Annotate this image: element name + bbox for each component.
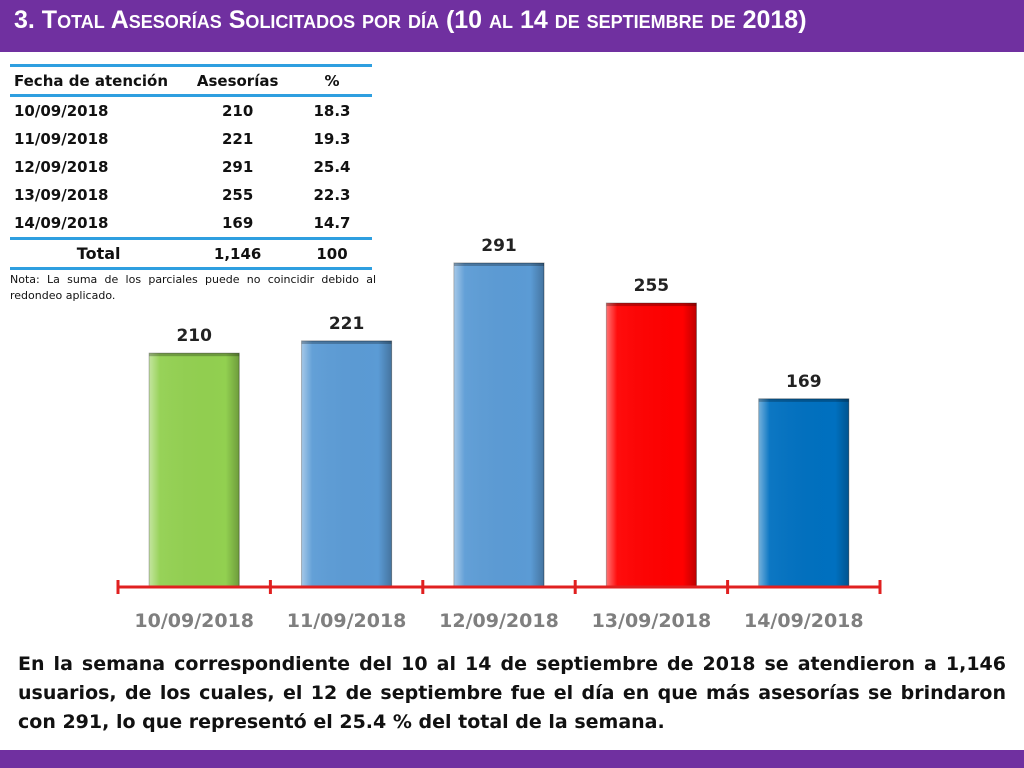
x-tick-label: 13/09/2018: [592, 610, 712, 632]
cell-count: 210: [221, 102, 254, 120]
cell-date: 10/09/2018: [14, 102, 109, 120]
table-row: 10/09/2018 210 18.3: [10, 96, 372, 126]
table-row: 12/09/2018 291 25.4: [10, 153, 372, 181]
bar-shine: [606, 303, 697, 587]
table-row: 11/09/2018 221 19.3: [10, 125, 372, 153]
bar-shine: [758, 398, 849, 587]
data-table: Fecha de atención Asesorías % 10/09/2018…: [10, 64, 372, 270]
table-row: 14/09/2018 169 14.7: [10, 209, 372, 239]
bar-shine: [149, 353, 240, 587]
cell-count: 169: [221, 214, 254, 232]
table-header-row: Fecha de atención Asesorías %: [10, 64, 372, 97]
bottom-bar: [0, 750, 1024, 768]
header-asesorias: Asesorías: [183, 64, 292, 97]
total-percent: 100: [292, 237, 372, 270]
x-tick-label: 11/09/2018: [287, 610, 407, 632]
table-row: 13/09/2018 255 22.3: [10, 181, 372, 209]
bar-top-edge: [758, 398, 849, 402]
x-tick-label: 14/09/2018: [744, 610, 864, 632]
cell-percent: 25.4: [313, 158, 351, 176]
header-percent: %: [292, 64, 372, 97]
summary-paragraph: En la semana correspondiente del 10 al 1…: [18, 653, 1006, 733]
table-total-row: Total 1,146 100: [10, 237, 372, 270]
slide-title: 3. Total Asesorías Solicitados por día (…: [14, 6, 807, 34]
data-label: 169: [786, 372, 822, 392]
bar-top-edge: [301, 340, 392, 344]
table-note: Nota: La suma de los parciales puede no …: [10, 273, 376, 302]
bar-shine: [301, 340, 392, 587]
x-tick-label: 10/09/2018: [134, 610, 254, 632]
cell-percent: 19.3: [313, 130, 351, 148]
data-label: 291: [481, 236, 517, 256]
data-label: 255: [634, 276, 670, 296]
header-fecha: Fecha de atención: [10, 64, 184, 97]
bar-shine: [454, 263, 544, 587]
cell-count: 255: [221, 186, 254, 204]
x-tick-label: 12/09/2018: [439, 610, 559, 632]
cell-percent: 14.7: [313, 214, 351, 232]
cell-percent: 22.3: [313, 186, 351, 204]
total-label: Total: [10, 237, 184, 270]
cell-percent: 18.3: [313, 102, 351, 120]
cell-date: 11/09/2018: [14, 130, 109, 148]
bar-top-edge: [606, 303, 697, 307]
bar-top-edge: [149, 353, 240, 357]
cell-date: 13/09/2018: [14, 186, 109, 204]
bar-top-edge: [454, 263, 544, 266]
data-table-container: Fecha de atención Asesorías % 10/09/2018…: [10, 64, 372, 270]
title-bar: 3. Total Asesorías Solicitados por día (…: [0, 0, 1024, 52]
data-label: 221: [329, 314, 365, 334]
cell-count: 221: [221, 130, 254, 148]
cell-count: 291: [221, 158, 254, 176]
cell-date: 14/09/2018: [14, 214, 109, 232]
cell-date: 12/09/2018: [14, 158, 109, 176]
data-label: 210: [176, 326, 212, 346]
total-count: 1,146: [183, 237, 292, 270]
